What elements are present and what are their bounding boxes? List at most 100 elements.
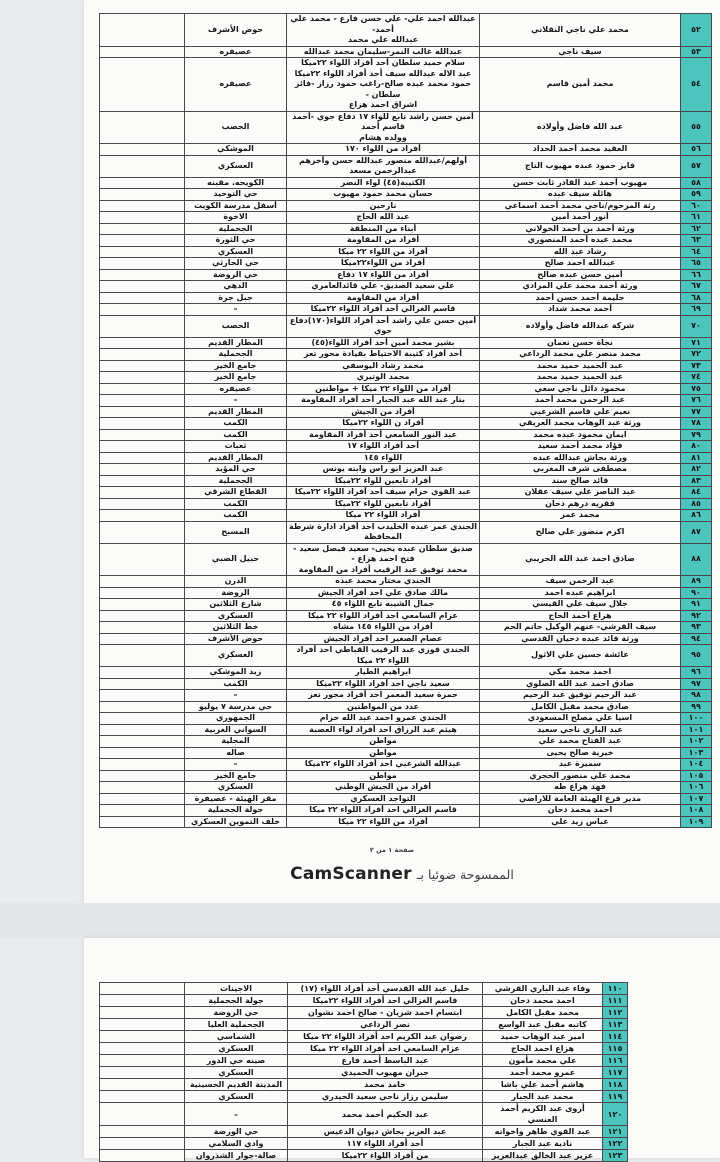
- location-cell: حي التوحيد: [184, 188, 287, 201]
- location-cell: صاله: [184, 746, 287, 759]
- table-row: ٧٠ شركة عبدالله فاضل وأولاده أمين حسن عل…: [99, 314, 712, 338]
- records-table-page-2: ١١٠ وفاء عبد الباري القرشي خليل عبد الله…: [99, 982, 628, 1162]
- details-cell: رضوان عبد الكريم احد أفراد اللواء ٢٢ ميك…: [287, 1030, 483, 1043]
- owner-name-cell: عبد الفتاح محمد علي: [479, 735, 681, 748]
- empty-cell: [99, 188, 185, 201]
- row-number-cell: ١٠٣: [680, 746, 712, 759]
- owner-name-cell: محمد عبد الجبار: [482, 1090, 603, 1103]
- row-number-cell: ٨٤: [680, 486, 712, 499]
- empty-cell: [99, 1149, 185, 1162]
- owner-name-cell: فؤاد محمد أحمد سعيد: [479, 440, 681, 453]
- location-cell: حي مدرسة ٧ يوليو: [184, 700, 287, 713]
- empty-cell: [99, 268, 185, 281]
- owner-name-cell: عبد الله فاضل وأولاده: [479, 110, 681, 144]
- row-number-cell: ٦٣: [680, 234, 712, 247]
- row-number-cell: ٥٨: [680, 176, 712, 189]
- empty-cell: [99, 1078, 185, 1091]
- location-cell: حي الروضة: [184, 1006, 288, 1019]
- empty-cell: [99, 154, 185, 178]
- owner-name-cell: محمود دائل ناجي سعي: [479, 382, 681, 395]
- empty-cell: [99, 982, 185, 995]
- location-cell: الكمب: [184, 428, 287, 441]
- location-cell: زيد الموشكي: [184, 666, 287, 679]
- row-number-cell: ١٢٣: [602, 1149, 628, 1162]
- details-cell: قاسم الغزالي احد أفراد اللواء ٢٢ ميكا: [286, 804, 480, 817]
- table-row: ١٠٣ خيرية صالح يحيى مواطن صاله: [99, 746, 712, 759]
- row-number-cell: ١١٣: [602, 1018, 628, 1031]
- row-number-cell: ١٠٠: [680, 712, 712, 725]
- row-number-cell: ٥٦: [680, 143, 712, 156]
- location-cell: حبيل الضبي: [184, 542, 287, 576]
- details-cell: من أفراد اللواء ٢٢ميكا: [287, 1149, 483, 1162]
- location-cell: الدرن: [184, 575, 287, 588]
- owner-name-cell: ورثة أحمد بن أحمد الخولاني: [479, 222, 681, 235]
- page-separator-band: [0, 903, 720, 938]
- empty-cell: [99, 176, 185, 189]
- row-number-cell: ٦٠: [680, 199, 712, 212]
- owner-name-cell: صادق احمد عبد الله الصلوي: [479, 677, 681, 690]
- row-number-cell: ٧٠: [680, 314, 712, 338]
- location-cell: القطاع الشرقي: [184, 486, 287, 499]
- empty-cell: [99, 689, 185, 702]
- row-number-cell: ٦٨: [680, 291, 712, 304]
- location-cell: –: [184, 394, 287, 407]
- owner-name-cell: عبد القوي طاهر واخوانه: [482, 1125, 603, 1138]
- owner-name-cell: عائشة حسين علي الاثول: [479, 644, 681, 667]
- row-number-cell: ١٠٧: [680, 792, 712, 805]
- row-number-cell: ١١٧: [602, 1066, 628, 1079]
- empty-cell: [99, 769, 185, 782]
- table-row: ١١٣ كاتبه مقبل عبد الواسع نصر الرداعي ال…: [99, 1018, 628, 1031]
- owner-name-cell: قائد صالح سند: [479, 474, 681, 487]
- location-cell: أسفل مدرسة الكويت: [184, 199, 287, 212]
- row-number-cell: ٧٨: [680, 417, 712, 430]
- empty-cell: [99, 621, 185, 634]
- details-cell: نصر الرداعي: [287, 1018, 483, 1031]
- table-row: ٧٨ ورثة عبد الوهاب محمد العريقي أفراد ن …: [99, 417, 712, 430]
- table-row: ٧٢ محمد منصر علي محمد الرداعي أحد أفراد …: [99, 348, 712, 361]
- details-cell: عبد الله الحاج: [286, 211, 480, 224]
- empty-cell: [99, 336, 185, 349]
- details-cell: أفراد من اللواء ١٧ دفاع: [286, 268, 480, 281]
- owner-name-cell: جلال سيف علي القيسي: [479, 598, 681, 611]
- owner-name-cell: عبدالله احمد صالح: [479, 257, 681, 270]
- empty-cell: [99, 143, 185, 156]
- empty-cell: [99, 781, 185, 794]
- owner-name-cell: عبد الباري ناجي سعيد: [479, 723, 681, 736]
- location-cell: الجحملية: [184, 222, 287, 235]
- empty-cell: [99, 1137, 185, 1150]
- owner-name-cell: محمد منصر علي محمد الرداعي: [479, 348, 681, 361]
- location-cell: وادي السلامي: [184, 1137, 288, 1150]
- owner-name-cell: ورثة عبد الوهاب محمد العريقي: [479, 417, 681, 430]
- owner-name-cell: سميرة عبد: [479, 758, 681, 771]
- table-row: ١٠٦ فهد هزاع طه أفراد من الجيش الوطني ال…: [99, 781, 712, 794]
- location-cell: –: [184, 303, 287, 316]
- row-number-cell: ٩٤: [680, 632, 712, 645]
- empty-cell: [99, 1102, 185, 1126]
- row-number-cell: ٧٣: [680, 359, 712, 372]
- row-number-cell: ٥٤: [680, 57, 712, 112]
- location-cell: عصيفره: [184, 45, 287, 58]
- table-row: ٦٤ رشاد عبد الله أفراد من اللواء ٢٢ ميكا…: [99, 245, 712, 258]
- empty-cell: [99, 1018, 185, 1031]
- owner-name-cell: ورثة أحمد محمد علي المرادي: [479, 280, 681, 293]
- owner-name-cell: عبد الناصر علي سيف عقلان: [479, 486, 681, 499]
- details-cell: مالك صادق علي احد أفراد الجيش: [286, 586, 480, 599]
- location-cell: جولة الجحملية: [184, 804, 287, 817]
- details-cell: أفراد من المقاومة: [286, 291, 480, 304]
- empty-cell: [99, 371, 185, 384]
- row-number-cell: ٩٣: [680, 621, 712, 634]
- location-cell: العسكري: [184, 1090, 288, 1103]
- empty-cell: [99, 291, 185, 304]
- row-number-cell: ٥٧: [680, 154, 712, 178]
- location-cell: –: [184, 758, 287, 771]
- row-number-cell: ٥٥: [680, 110, 712, 144]
- table-row: ٨٨ صادق احمد عبد الله الحريبي صديق سلطان…: [99, 542, 712, 576]
- owner-name-cell: احمد محمد دحان: [479, 804, 681, 817]
- empty-cell: [99, 746, 185, 759]
- location-cell: جامع الخير: [184, 769, 287, 782]
- table-row: ١٢٣ عزيز عبد الخالق عبدالعزيز من أفراد ا…: [99, 1149, 628, 1162]
- empty-cell: [99, 211, 185, 224]
- location-cell: الموشكي: [184, 143, 287, 156]
- empty-cell: [99, 110, 185, 144]
- row-number-cell: ٥٢: [680, 13, 712, 47]
